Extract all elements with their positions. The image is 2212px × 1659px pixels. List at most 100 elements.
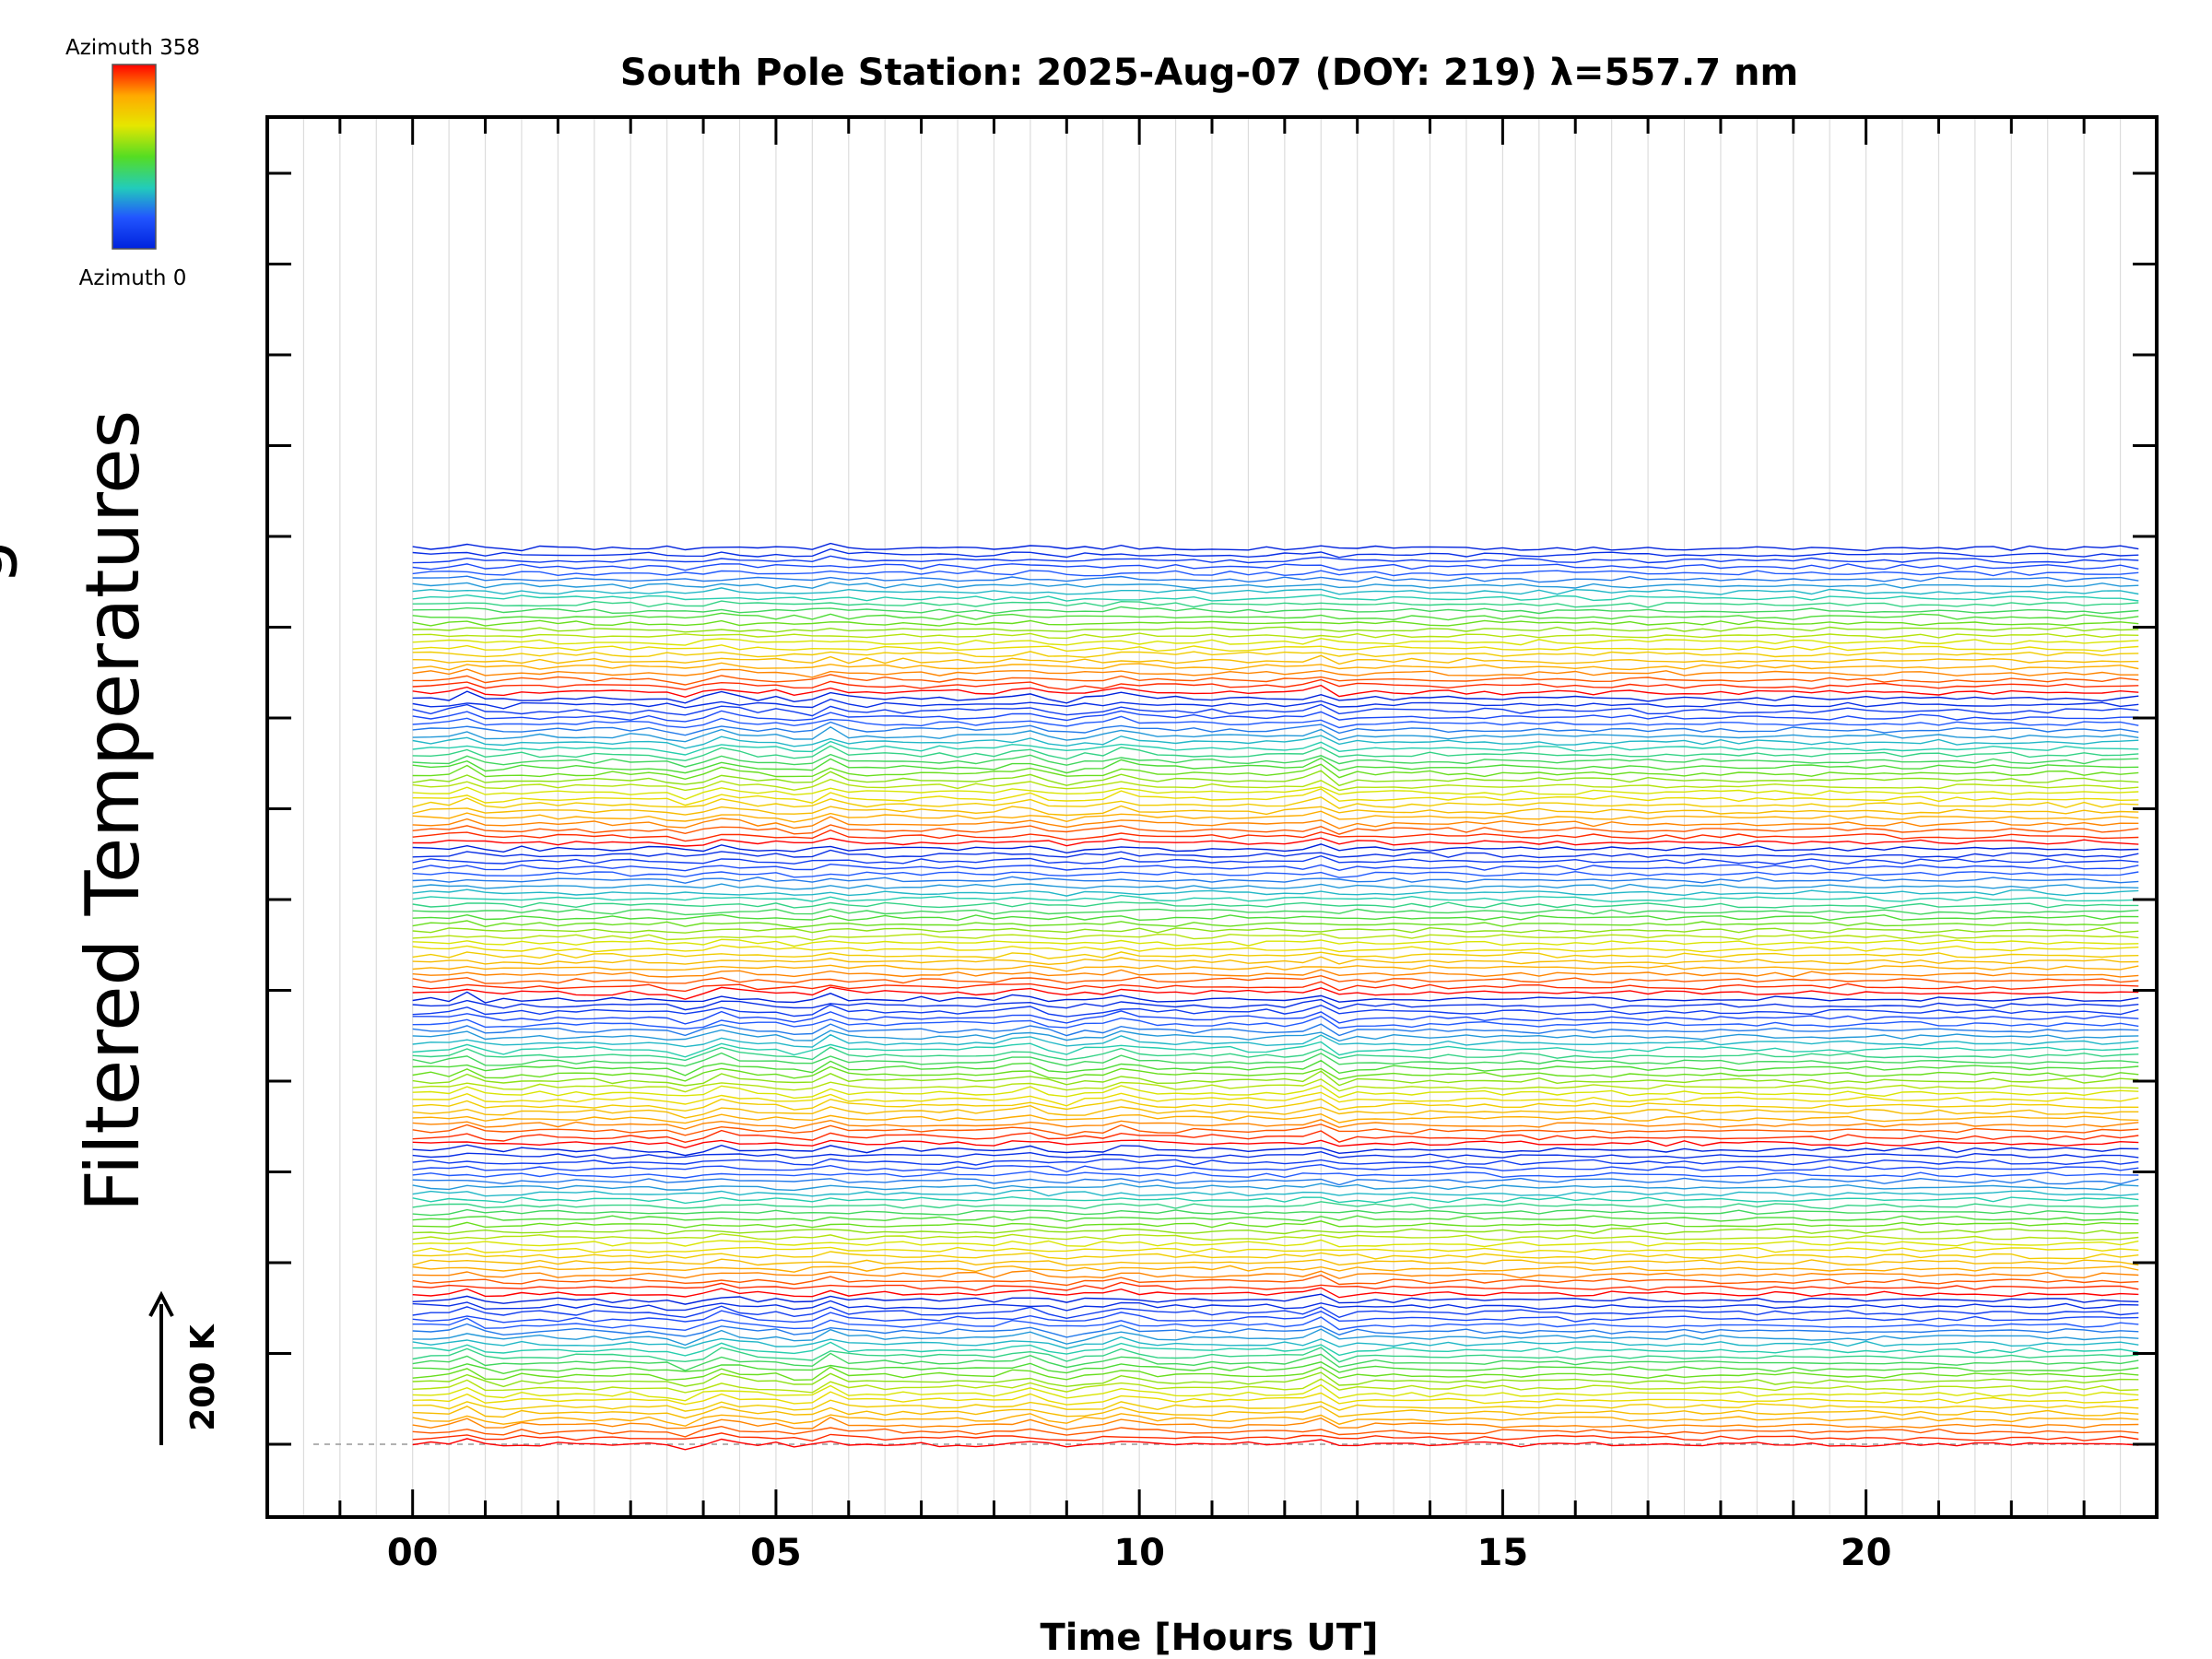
- temperature-trace: [412, 1287, 2139, 1299]
- temperature-trace: [412, 575, 2139, 583]
- azimuth-colorbar: Azimuth 358 Azimuth 0: [65, 36, 200, 290]
- temperature-trace: [412, 1233, 2139, 1241]
- temperature-trace: [412, 735, 2139, 749]
- temperature-trace: [412, 1251, 2139, 1260]
- temperature-trace: [412, 1310, 2139, 1324]
- temperature-trace: [412, 1052, 2139, 1067]
- temperature-trace: [412, 951, 2139, 959]
- temperature-trace: [412, 1010, 2139, 1025]
- x-tick-label: 20: [1841, 1532, 1892, 1574]
- temperature-trace: [412, 1265, 2139, 1273]
- temperature-trace: [412, 1029, 2139, 1042]
- temperature-trace: [412, 594, 2139, 602]
- temperature-trace: [412, 1195, 2139, 1205]
- temperature-trace: [412, 974, 2139, 984]
- colorbar-bottom-label: Azimuth 0: [79, 266, 187, 290]
- temperature-trace: [412, 981, 2139, 993]
- temperature-trace: [412, 1182, 2139, 1192]
- temperature-trace: [412, 1246, 2139, 1253]
- temperature-trace: [412, 1341, 2139, 1357]
- temperature-trace: [412, 547, 2139, 559]
- temperature-trace: [412, 1171, 2139, 1179]
- temperature-trace: [412, 1281, 2139, 1291]
- temperature-trace: [412, 849, 2139, 859]
- temperature-trace: [412, 810, 2139, 823]
- temperature-trace: [412, 1305, 2139, 1320]
- temperature-trace: [412, 1070, 2139, 1087]
- temperature-trace: [412, 1228, 2139, 1235]
- temperature-trace: [412, 715, 2139, 729]
- temperature-trace: [412, 1371, 2139, 1388]
- temperature-trace: [412, 1438, 2139, 1451]
- temperature-trace: [412, 933, 2139, 941]
- temperature-trace: [412, 1361, 2139, 1375]
- y-axis-label-cutoff: g: [0, 539, 19, 586]
- chart-title: South Pole Station: 2025-Aug-07 (DOY: 21…: [620, 52, 1798, 94]
- temperature-trace: [412, 786, 2139, 801]
- temperature-trace: [412, 1323, 2139, 1338]
- temperature-trace: [412, 1239, 2139, 1248]
- temperature-trace: [412, 824, 2139, 835]
- temperature-trace: [412, 998, 2139, 1011]
- temperature-trace: [412, 1347, 2139, 1363]
- temperature-trace: [412, 1215, 2139, 1222]
- temperature-trace: [412, 1091, 2139, 1107]
- temperature-trace: [412, 837, 2139, 847]
- temperature-trace: [412, 913, 2139, 922]
- temperature-trace: [412, 843, 2139, 854]
- temperature-trace: [412, 894, 2139, 903]
- temperature-trace: [412, 829, 2139, 842]
- temperature-trace: [412, 662, 2139, 671]
- scale-arrow-head: [148, 1290, 174, 1317]
- temperature-trace: [412, 1293, 2139, 1305]
- temperature-trace: [412, 805, 2139, 817]
- temperature-trace: [412, 854, 2139, 865]
- temperature-trace: [412, 969, 2139, 978]
- temperature-trace: [412, 1432, 2139, 1442]
- temperature-trace: [412, 986, 2139, 1000]
- temperature-trace: [412, 763, 2139, 781]
- temperature-trace: [412, 721, 2139, 736]
- temperature-trace: [412, 1274, 2139, 1287]
- temperature-trace: [412, 651, 2139, 658]
- temperature-trace: [412, 1335, 2139, 1349]
- colorbar-gradient: [112, 64, 157, 250]
- temperature-trace: [412, 1328, 2139, 1347]
- temperature-trace: [412, 725, 2139, 743]
- temperature-trace: [412, 555, 2139, 564]
- y-axis-ticks: [267, 171, 2157, 1446]
- grid-lines: [302, 117, 2122, 1517]
- temperature-trace: [412, 816, 2139, 830]
- temperature-trace: [412, 1163, 2139, 1173]
- scale-bar-label: 200 K: [184, 1324, 222, 1431]
- temperature-trace: [412, 753, 2139, 768]
- y-axis-label: Filtered Temperatures: [70, 410, 156, 1212]
- temperature-trace: [412, 770, 2139, 787]
- temperature-trace: [412, 1078, 2139, 1093]
- temperature-trace: [412, 587, 2139, 595]
- temperature-trace: [412, 654, 2139, 665]
- temperature-trace: [412, 1129, 2139, 1144]
- temperature-trace: [412, 1378, 2139, 1394]
- temperature-trace: [412, 757, 2139, 774]
- temperature-trace: [412, 1270, 2139, 1279]
- temperature-trace: [412, 1150, 2139, 1159]
- temperature-trace: [412, 778, 2139, 792]
- colorbar-top-label: Azimuth 358: [65, 36, 200, 60]
- x-tick-label: 15: [1477, 1532, 1529, 1574]
- traces: [412, 542, 2139, 1451]
- temperature-trace: [412, 619, 2139, 627]
- temperature-trace: [412, 1417, 2139, 1430]
- temperature-trace: [412, 637, 2139, 646]
- temperature-trace: [412, 710, 2139, 723]
- temperature-trace: [412, 570, 2139, 577]
- temperature-trace: [412, 796, 2139, 809]
- temperature-trace: [412, 1413, 2139, 1427]
- temperature-trace: [412, 684, 2139, 699]
- temperature-trace: [412, 1065, 2139, 1082]
- temperature-trace: [412, 863, 2139, 872]
- temperature-trace: [412, 888, 2139, 897]
- temperature-trace: [412, 668, 2139, 678]
- temperature-trace: [412, 1316, 2139, 1332]
